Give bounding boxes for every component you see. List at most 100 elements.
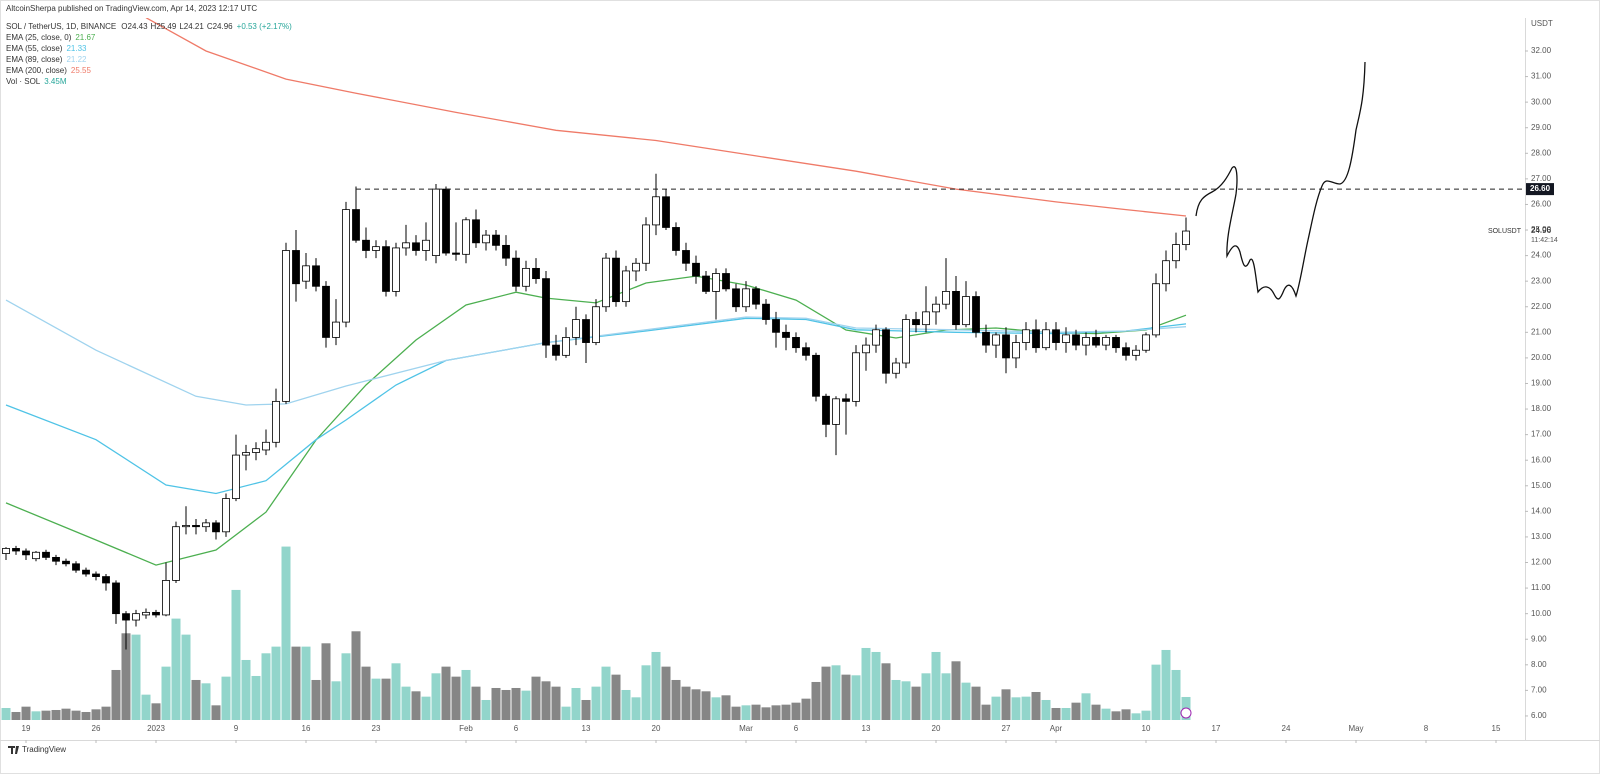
candle-body (612, 257, 620, 303)
last-price-symbol: SOLUSDT (1488, 228, 1522, 235)
volume-bar (501, 689, 511, 720)
y-tick-label: 19.00 (1531, 379, 1552, 388)
volume-bar (531, 676, 541, 720)
candle-body (532, 267, 540, 280)
volume-bar (381, 678, 391, 720)
candle-body (592, 306, 600, 343)
candle-body (932, 303, 940, 313)
y-tick-label: 29.00 (1531, 123, 1552, 132)
candle-body (1002, 334, 1010, 359)
x-tick-label: 26 (92, 724, 101, 733)
candle-body (692, 262, 700, 277)
candle-body (342, 209, 350, 323)
y-tick-label: 14.00 (1531, 506, 1552, 515)
volume-bar (331, 681, 341, 720)
volume-bar (991, 696, 1001, 720)
volume-bar (721, 695, 731, 720)
candle-body (452, 252, 460, 255)
y-tick-label: 28.00 (1531, 148, 1552, 157)
volume-bar (701, 691, 711, 720)
candle-body (92, 573, 100, 577)
candle-body (1122, 347, 1130, 356)
volume-bar (921, 673, 931, 720)
change: +0.53 (+2.17%) (237, 22, 292, 31)
candle-body (12, 548, 20, 552)
candle-body (352, 209, 360, 241)
candle-body (922, 311, 930, 326)
candle-body (622, 270, 630, 303)
volume-bar (591, 686, 601, 720)
ohlc-value: 24.43 (128, 22, 149, 31)
legend-value: 21.33 (66, 44, 87, 53)
y-tick-label: 7.00 (1531, 685, 1547, 694)
y-tick-label: 25.00 (1531, 225, 1552, 234)
candle-body (72, 563, 80, 571)
y-tick-label: 10.00 (1531, 609, 1552, 618)
candle-body (122, 613, 130, 621)
candle-body (862, 344, 870, 354)
candle-body (1032, 329, 1040, 349)
candle-body (22, 550, 30, 556)
candle-body (32, 551, 40, 560)
candle-body (252, 448, 260, 453)
logo-icon (8, 746, 19, 754)
candle-body (1102, 337, 1110, 346)
candle-body (172, 526, 180, 581)
legend-row: EMA (55, close) 21.33 (6, 44, 87, 53)
candle-body (1112, 337, 1120, 349)
volume-bar (351, 631, 361, 720)
volume-bar (551, 686, 561, 720)
volume-bar (301, 646, 311, 720)
volume-bar (641, 665, 651, 720)
legend-name: Vol · SOL (6, 77, 41, 86)
volume-bar (271, 646, 281, 720)
axes: USDT 6.00 7.00 8.00 9.00 10.00 11.00 12.00 13.00… (22, 19, 1558, 743)
candle-body (142, 611, 150, 616)
legend-row: EMA (25, close, 0) 21.67 (6, 33, 96, 42)
candle-body (792, 337, 800, 349)
candle-body (432, 188, 440, 256)
candle-body (202, 522, 210, 528)
volume-bar (1051, 707, 1061, 720)
legend-value: 3.45M (44, 77, 67, 86)
candle-body (422, 239, 430, 251)
ohlc-prefix: H (151, 22, 157, 31)
volume-bar (741, 705, 751, 720)
candle-body (1172, 244, 1180, 262)
volume-bar (31, 711, 41, 720)
candle-body (772, 319, 780, 333)
y-tick-label: 24.00 (1531, 251, 1552, 260)
volume-bar (151, 703, 161, 720)
volume-bar (201, 683, 211, 720)
volume-bar (891, 679, 901, 720)
candle-body (912, 319, 920, 326)
candle-body (972, 296, 980, 333)
volume-bar (1021, 696, 1031, 720)
volume-bar (221, 676, 231, 720)
candle-body (632, 262, 640, 272)
volume-bar (541, 681, 551, 720)
ohlc-prefix: O (121, 22, 127, 31)
volume-bar (361, 666, 371, 720)
volume-bar (391, 663, 401, 720)
legend-row: EMA (200, close) 25.55 (6, 66, 91, 75)
candle-body (902, 319, 910, 364)
volume-bar (231, 589, 241, 720)
countdown: 11:42:14 (1531, 237, 1558, 244)
volume-bar (161, 666, 171, 720)
volume-bar (801, 698, 811, 720)
volume-bar (461, 669, 471, 720)
x-tick-label: 19 (22, 724, 31, 733)
volume-bar (341, 653, 351, 720)
volume-bar (1111, 711, 1121, 720)
volume-bar (781, 704, 791, 720)
candle-body (882, 329, 890, 374)
candle-body (1092, 337, 1100, 346)
candle-body (62, 560, 70, 565)
plot-area (1, 18, 1525, 720)
candle-body (402, 242, 410, 249)
volume-bar (21, 706, 31, 720)
footer-logo: TradingView (8, 745, 66, 754)
candle-body (732, 288, 740, 308)
candle-body (1022, 329, 1030, 343)
